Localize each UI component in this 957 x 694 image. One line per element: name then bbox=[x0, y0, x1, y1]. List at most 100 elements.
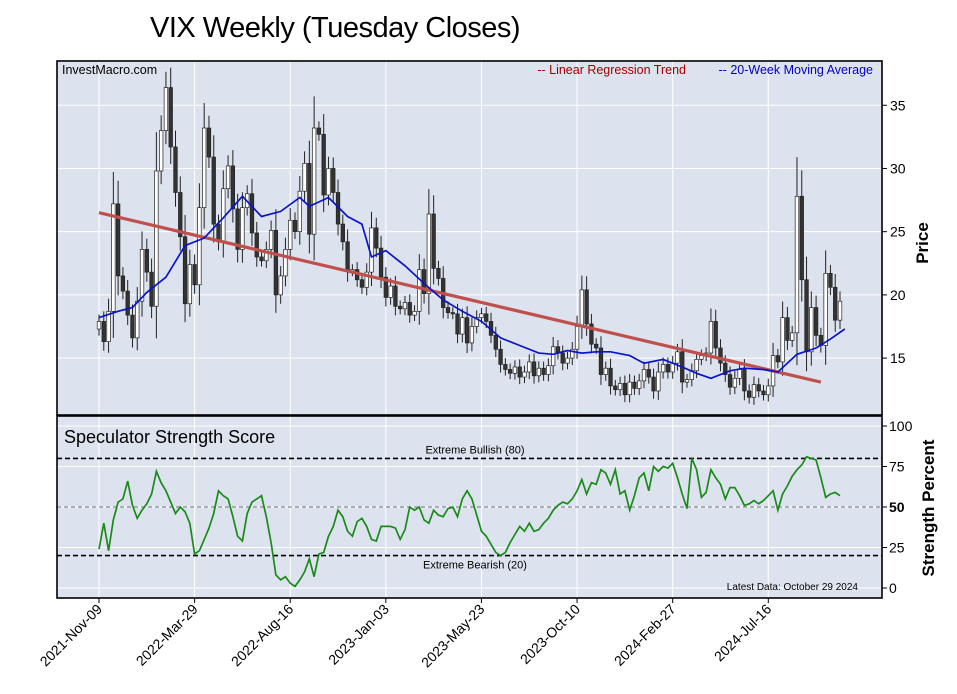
candle-body bbox=[608, 367, 613, 387]
candle-body bbox=[828, 273, 833, 288]
candle-body bbox=[436, 267, 441, 279]
candle-body bbox=[374, 227, 379, 249]
candles bbox=[96, 67, 843, 405]
candle-body bbox=[230, 165, 236, 210]
candle-body bbox=[632, 381, 637, 389]
strength-tick-label-2: 50 bbox=[889, 499, 905, 515]
price-tick-label-4: 35 bbox=[890, 97, 906, 113]
candle-body bbox=[799, 195, 804, 281]
candle-body bbox=[493, 335, 498, 350]
candle-body bbox=[288, 219, 293, 250]
candle-body bbox=[584, 289, 589, 325]
candle-body bbox=[809, 307, 814, 353]
strength-score-line bbox=[98, 455, 841, 588]
threshold-label-0: Extreme Bullish (80) bbox=[425, 444, 524, 456]
candle-body bbox=[268, 230, 274, 250]
candle-body bbox=[225, 165, 231, 190]
candle-body bbox=[202, 127, 207, 209]
candle-body bbox=[603, 367, 608, 375]
candle-body bbox=[235, 208, 240, 250]
candle-body bbox=[833, 286, 838, 321]
candle-body bbox=[723, 362, 728, 375]
candle-body bbox=[197, 207, 202, 286]
candle-body bbox=[364, 271, 369, 288]
candle-body bbox=[111, 203, 116, 312]
candle-body bbox=[445, 307, 451, 313]
candle-body bbox=[192, 264, 197, 286]
candle-body bbox=[412, 310, 417, 316]
threshold-label-1: Extreme Bearish (20) bbox=[423, 560, 527, 572]
price-tick-label-3: 30 bbox=[890, 160, 906, 176]
candle-body bbox=[627, 381, 632, 396]
candle-body bbox=[383, 276, 388, 298]
candle-body bbox=[617, 383, 623, 391]
candle-body bbox=[359, 279, 365, 288]
candle-body bbox=[570, 348, 575, 359]
candle-body bbox=[498, 348, 503, 365]
candle-body bbox=[479, 313, 484, 319]
candle-body bbox=[813, 307, 819, 336]
candle-body bbox=[178, 192, 183, 238]
candle-body bbox=[402, 302, 408, 310]
watermark-text: InvestMacro.com bbox=[62, 63, 157, 77]
candle-body bbox=[254, 232, 259, 258]
candle-body bbox=[106, 310, 111, 343]
candle-body bbox=[536, 367, 541, 377]
candle-body bbox=[751, 384, 757, 398]
candle-body bbox=[96, 321, 102, 330]
candle-body bbox=[637, 380, 642, 389]
candle-body bbox=[694, 359, 699, 372]
x-tick-label-3: 2023-Jan-03 bbox=[325, 601, 392, 668]
price-tick-label-1: 20 bbox=[890, 287, 906, 303]
candle-body bbox=[756, 384, 761, 392]
candle-body bbox=[393, 285, 398, 307]
candle-body bbox=[431, 213, 436, 269]
candle-body bbox=[804, 279, 809, 353]
candle-body bbox=[469, 326, 475, 344]
candle-body bbox=[168, 87, 173, 148]
candle-body bbox=[450, 312, 455, 315]
candle-body bbox=[622, 383, 628, 396]
candle-body bbox=[130, 314, 135, 339]
candle-body bbox=[316, 127, 322, 135]
candle-body bbox=[713, 321, 718, 349]
candle-body bbox=[240, 207, 245, 250]
candle-body bbox=[546, 365, 551, 375]
x-tick-label-5: 2023-Oct-10 bbox=[517, 601, 583, 667]
candle-body bbox=[737, 369, 742, 379]
candle-body bbox=[522, 371, 527, 378]
candle-body bbox=[115, 203, 121, 277]
candle-body bbox=[775, 355, 781, 363]
candle-body bbox=[541, 367, 546, 375]
candle-body bbox=[388, 285, 393, 298]
strength-axis-label: Strength Percent bbox=[919, 439, 938, 576]
candle-body bbox=[794, 195, 800, 334]
candle-body bbox=[460, 317, 465, 335]
candle-body bbox=[574, 326, 580, 350]
candle-body bbox=[718, 347, 723, 364]
candle-body bbox=[656, 371, 661, 392]
candle-body bbox=[417, 269, 422, 312]
candle-body bbox=[302, 163, 307, 192]
candle-body bbox=[517, 366, 522, 378]
candle-body bbox=[747, 390, 752, 398]
candle-body bbox=[708, 321, 714, 354]
candle-body bbox=[125, 290, 130, 316]
candle-body bbox=[780, 317, 785, 363]
candle-body bbox=[307, 163, 312, 235]
candle-body bbox=[340, 223, 345, 243]
strength-panel-border bbox=[56, 415, 883, 599]
candle-body bbox=[173, 146, 178, 193]
candle-body bbox=[273, 230, 279, 296]
price-tick-label-0: 15 bbox=[890, 350, 906, 366]
candle-body bbox=[101, 321, 106, 343]
candle-body bbox=[785, 317, 790, 341]
candle-body bbox=[507, 369, 513, 374]
candle-body bbox=[474, 317, 479, 327]
candle-body bbox=[579, 289, 584, 327]
candle-body bbox=[378, 247, 384, 278]
candle-body bbox=[565, 357, 570, 364]
candle-body bbox=[311, 127, 317, 235]
candle-body bbox=[211, 156, 216, 225]
